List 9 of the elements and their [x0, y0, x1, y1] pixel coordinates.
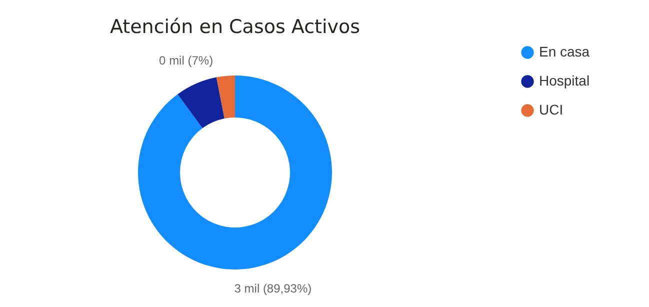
legend-label: UCI — [539, 102, 564, 118]
data-label: 0 mil (7%) — [159, 54, 214, 68]
donut-slice — [216, 76, 235, 119]
legend-label: En casa — [539, 44, 590, 60]
legend-label: Hospital — [539, 72, 590, 88]
data-label: 3 mil (89,93%) — [234, 281, 312, 296]
donut-slice — [138, 76, 332, 270]
chart-title: Atención en Casos Activos — [110, 16, 360, 38]
donut-slice — [178, 77, 224, 128]
